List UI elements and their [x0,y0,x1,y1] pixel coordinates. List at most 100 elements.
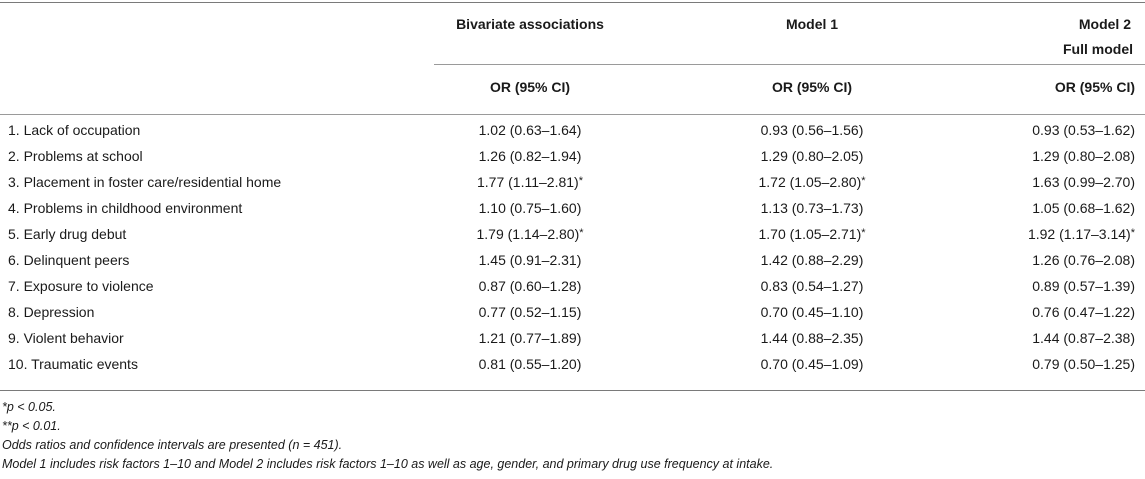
or-ci: 1.72 (1.05–2.80) [758,174,862,190]
header-full-model: Full model [1063,41,1133,57]
table-row: 5. Early drug debut 1.79 (1.14–2.80)* 1.… [0,222,1145,248]
or-ci: 1.05 (0.68–1.62) [1032,200,1135,216]
or-ci: 1.79 (1.14–2.80) [476,226,580,242]
model-2-value: 1.05 (0.68–1.62) [1032,200,1135,216]
table-row: 2. Problems at school 1.26 (0.82–1.94) 1… [0,144,1145,170]
bottom-rule [0,390,1145,391]
table-row: 6. Delinquent peers 1.45 (0.91–2.31) 1.4… [0,248,1145,274]
or-ci: 1.70 (1.05–2.71) [758,226,862,242]
or-ci: 0.76 (0.47–1.22) [1032,304,1135,320]
row-label: 10. Traumatic events [8,356,138,372]
header-model-1: Model 1 [785,16,839,32]
subheader-rule [434,64,1145,65]
row-label: 9. Violent behavior [8,330,124,346]
model-1-value: 1.70 (1.05–2.71)* [758,226,865,242]
or-ci: 0.89 (0.57–1.39) [1032,278,1135,294]
model-1-value: 1.13 (0.73–1.73) [761,200,864,216]
model-2-value: 0.76 (0.47–1.22) [1032,304,1135,320]
significance-marker: * [861,175,866,187]
model-1-value: 1.42 (0.88–2.29) [761,252,864,268]
bivariate-value: 1.79 (1.14–2.80)* [476,226,583,242]
or-ci: 1.21 (0.77–1.89) [478,330,582,346]
bivariate-value: 0.81 (0.55–1.20) [479,356,582,372]
model-2-value: 1.44 (0.87–2.38) [1032,330,1135,346]
or-ci: 0.83 (0.54–1.27) [760,278,864,294]
or-ci: 1.92 (1.17–3.14) [1027,226,1131,242]
model-1-value: 0.83 (0.54–1.27) [761,278,864,294]
or-ci: 1.77 (1.11–2.81) [477,174,579,190]
model-2-value: 1.26 (0.76–2.08) [1032,252,1135,268]
bivariate-value: 1.77 (1.11–2.81)* [477,174,583,190]
significance-marker: * [861,227,866,239]
or-ci: 1.29 (0.80–2.05) [760,148,864,164]
bivariate-value: 1.02 (0.63–1.64) [479,122,582,138]
or-ci: 0.93 (0.56–1.56) [760,122,864,138]
footnote-p01: **p < 0.01. [2,419,61,433]
model-2-value: 1.29 (0.80–2.08) [1032,148,1135,164]
bivariate-value: 1.21 (0.77–1.89) [479,330,582,346]
or-ci: 1.45 (0.91–2.31) [478,252,582,268]
subheader-or-ci-3: OR (95% CI) [1054,79,1135,95]
or-ci: 1.26 (0.76–2.08) [1032,252,1135,268]
row-label: 6. Delinquent peers [8,252,130,268]
footnote-p05: *p < 0.05. [2,400,56,414]
row-label: 1. Lack of occupation [8,122,141,138]
significance-marker: * [578,175,583,187]
row-label: 7. Exposure to violence [8,278,154,294]
model-1-value: 1.29 (0.80–2.05) [761,148,864,164]
model-1-value: 1.44 (0.88–2.35) [761,330,864,346]
bivariate-value: 1.45 (0.91–2.31) [479,252,582,268]
significance-marker: * [579,227,584,239]
or-ci: 1.44 (0.88–2.35) [760,330,864,346]
model-2-value: 0.79 (0.50–1.25) [1032,356,1135,372]
top-rule [0,2,1145,3]
or-ci: 0.77 (0.52–1.15) [478,304,582,320]
model-1-value: 1.72 (1.05–2.80)* [758,174,865,190]
subheader-or-ci-2: OR (95% CI) [771,79,853,95]
model-1-value: 0.93 (0.56–1.56) [761,122,864,138]
table-row: 8. Depression 0.77 (0.52–1.15) 0.70 (0.4… [0,300,1145,326]
significance-marker: * [1130,227,1135,239]
or-ci: 0.79 (0.50–1.25) [1032,356,1135,372]
or-ci: 1.63 (0.99–2.70) [1032,174,1135,190]
header-rule [0,114,1145,115]
or-ci: 1.13 (0.73–1.73) [760,200,864,216]
model-2-value: 0.89 (0.57–1.39) [1032,278,1135,294]
table-row: 10. Traumatic events 0.81 (0.55–1.20) 0.… [0,352,1145,378]
footnote-odds-ratios: Odds ratios and confidence intervals are… [2,438,343,452]
bivariate-value: 1.10 (0.75–1.60) [479,200,582,216]
table-row: 4. Problems in childhood environment 1.1… [0,196,1145,222]
model-2-value: 1.92 (1.17–3.14)* [1028,226,1135,242]
or-ci: 0.70 (0.45–1.09) [760,356,864,372]
table-row: 7. Exposure to violence 0.87 (0.60–1.28)… [0,274,1145,300]
or-ci: 1.26 (0.82–1.94) [478,148,582,164]
row-label: 2. Problems at school [8,148,143,164]
table-row: 9. Violent behavior 1.21 (0.77–1.89) 1.4… [0,326,1145,352]
or-ci: 1.44 (0.87–2.38) [1032,330,1135,346]
table-row: 1. Lack of occupation 1.02 (0.63–1.64) 0… [0,118,1145,144]
subheader-or-ci-1: OR (95% CI) [489,79,571,95]
table-row: 3. Placement in foster care/residential … [0,170,1145,196]
or-ci: 1.29 (0.80–2.08) [1032,148,1135,164]
model-2-value: 0.93 (0.53–1.62) [1032,122,1135,138]
or-ci: 0.70 (0.45–1.10) [760,304,864,320]
row-label: 4. Problems in childhood environment [8,200,243,216]
row-label: 5. Early drug debut [8,226,127,242]
or-ci: 0.93 (0.53–1.62) [1032,122,1135,138]
footnote-models: Model 1 includes risk factors 1–10 and M… [2,457,774,471]
model-1-value: 0.70 (0.45–1.09) [761,356,864,372]
or-ci: 1.42 (0.88–2.29) [760,252,864,268]
or-ci: 1.10 (0.75–1.60) [478,200,582,216]
row-label: 3. Placement in foster care/residential … [8,174,282,190]
model-1-value: 0.70 (0.45–1.10) [761,304,864,320]
row-label: 8. Depression [8,304,95,320]
bivariate-value: 0.77 (0.52–1.15) [479,304,582,320]
header-model-2: Model 2 [1078,16,1131,32]
header-bivariate: Bivariate associations [456,16,604,32]
bivariate-value: 0.87 (0.60–1.28) [479,278,582,294]
or-ci: 0.81 (0.55–1.20) [478,356,582,372]
bivariate-value: 1.26 (0.82–1.94) [479,148,582,164]
or-ci: 1.02 (0.63–1.64) [478,122,582,138]
or-ci: 0.87 (0.60–1.28) [478,278,582,294]
model-2-value: 1.63 (0.99–2.70) [1032,174,1135,190]
